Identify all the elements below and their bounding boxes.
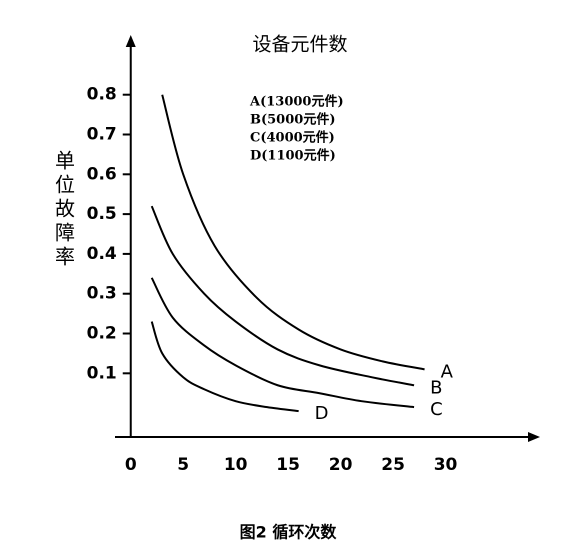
series-label: B bbox=[430, 377, 442, 398]
line bbox=[150, 205, 415, 387]
y-tick-label: 0.3 bbox=[87, 284, 117, 304]
y-tick-label: 0.4 bbox=[87, 244, 117, 264]
y-axis-label: 单位故障率 bbox=[52, 150, 76, 270]
y-tick-label: 0.5 bbox=[87, 204, 117, 224]
series-label: D bbox=[315, 403, 329, 424]
y-tick-label: 0.7 bbox=[87, 125, 117, 145]
x-tick-label: 25 bbox=[381, 455, 405, 475]
legend-entry: C(4000元件) bbox=[250, 130, 335, 146]
x-tick-label: 20 bbox=[329, 455, 353, 475]
chart-title: 设备元件数 bbox=[252, 34, 347, 56]
x-tick-label: 30 bbox=[434, 455, 458, 475]
x-tick-label: 0 bbox=[125, 455, 137, 475]
x-axis-arrow bbox=[528, 432, 540, 442]
legend-entry: B(5000元件) bbox=[250, 112, 335, 128]
x-tick-label: 10 bbox=[224, 455, 248, 475]
y-tick-label: 0.8 bbox=[87, 85, 117, 105]
caption: 图2 循环次数 bbox=[240, 523, 338, 542]
legend-entry: D(1100元件) bbox=[250, 148, 336, 164]
y-axis-arrow bbox=[125, 35, 136, 47]
x-tick-label: 15 bbox=[276, 455, 300, 475]
line bbox=[161, 94, 425, 371]
series-label: C bbox=[430, 399, 443, 420]
line bbox=[150, 277, 415, 409]
line bbox=[150, 321, 299, 413]
series-label: A bbox=[441, 361, 454, 382]
y-tick-label: 0.2 bbox=[87, 324, 117, 344]
x-tick-label: 5 bbox=[177, 455, 189, 475]
legend-entry: A(13000元件) bbox=[249, 94, 344, 110]
y-tick-label: 0.1 bbox=[87, 363, 117, 383]
y-tick-label: 0.6 bbox=[87, 164, 117, 184]
